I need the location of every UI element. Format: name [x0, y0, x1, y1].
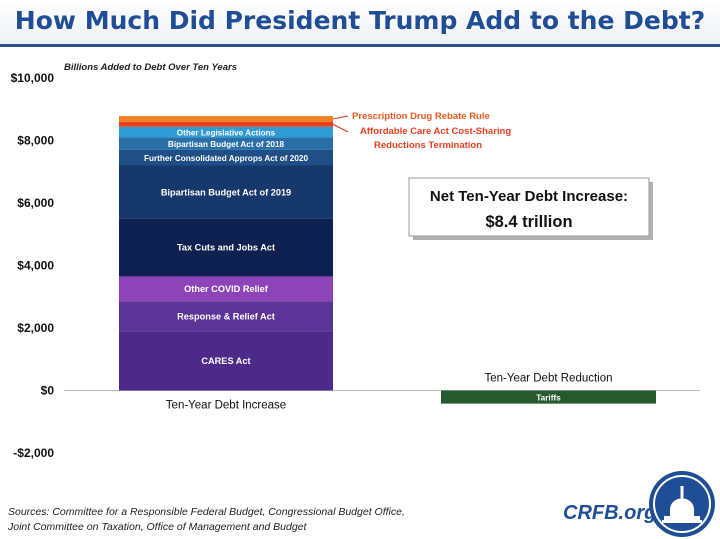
segment-label: Tax Cuts and Jobs Act	[177, 243, 275, 253]
bar-segment	[441, 390, 656, 404]
segment-label: Other COVID Relief	[184, 284, 269, 294]
annotation-line-2: $8.4 trillion	[485, 213, 572, 231]
segment-label: CARES Act	[201, 356, 250, 366]
sources-line-1: Sources: Committee for a Responsible Fed…	[8, 506, 405, 518]
bar-segment	[119, 218, 333, 277]
segment-label: Bipartisan Budget Act of 2019	[161, 187, 291, 197]
bar-segment	[119, 137, 333, 150]
callout-aca-line-1: Affordable Care Act Cost-Sharing	[360, 126, 511, 137]
sources: Sources: Committee for a Responsible Fed…	[8, 505, 405, 535]
capitol-dome-icon	[649, 471, 715, 537]
page-title: How Much Did President Trump Add to the …	[14, 6, 706, 35]
bar-segment	[119, 276, 333, 302]
y-tick-label: -$2,000	[13, 446, 54, 460]
bar-segment	[119, 149, 333, 166]
callout-drug-rebate: Prescription Drug Rebate Rule	[352, 111, 490, 122]
y-tick-label: $4,000	[17, 259, 54, 273]
segment-label: Further Consolidated Approps Act of 2020	[144, 154, 309, 163]
y-tick-label: $10,000	[11, 71, 55, 85]
bar-segment	[119, 126, 333, 138]
callout-leader-aca	[332, 123, 349, 133]
callout-leader-drug	[332, 115, 349, 120]
y-tick-label: $8,000	[17, 134, 54, 148]
segment-label: Bipartisan Budget Act of 2018	[168, 140, 285, 149]
category-label: Ten-Year Debt Increase	[166, 400, 286, 412]
segment-label: Other Legislative Actions	[177, 128, 276, 137]
callout-aca-line-2: Reductions Termination	[374, 140, 482, 151]
bar-segment	[119, 121, 333, 127]
segment-label: Tariffs	[536, 393, 561, 402]
title-banner: How Much Did President Trump Add to the …	[0, 0, 720, 47]
bar-segment	[119, 301, 333, 332]
annotation-box	[408, 177, 650, 237]
bar-segment	[119, 331, 333, 391]
bar-segment	[119, 165, 333, 219]
segment-label: Response & Relief Act	[177, 311, 275, 321]
category-label: Ten-Year Debt Reduction	[484, 373, 612, 385]
site-link[interactable]: CRFB.org	[563, 502, 657, 524]
y-tick-label: $0	[41, 384, 55, 398]
bar-segment	[119, 116, 333, 122]
y-tick-label: $6,000	[17, 196, 54, 210]
y-tick-label: $2,000	[17, 321, 54, 335]
sources-line-2: Joint Committee on Taxation, Office of M…	[8, 521, 307, 533]
debt-chart: -$2,000 $0 $2,000 $4,000 $6,000 $8,000 $10,000…	[11, 62, 700, 460]
y-axis-label: Billions Added to Debt Over Ten Years	[64, 62, 237, 73]
annotation-line-1: Net Ten-Year Debt Increase:	[430, 188, 628, 205]
